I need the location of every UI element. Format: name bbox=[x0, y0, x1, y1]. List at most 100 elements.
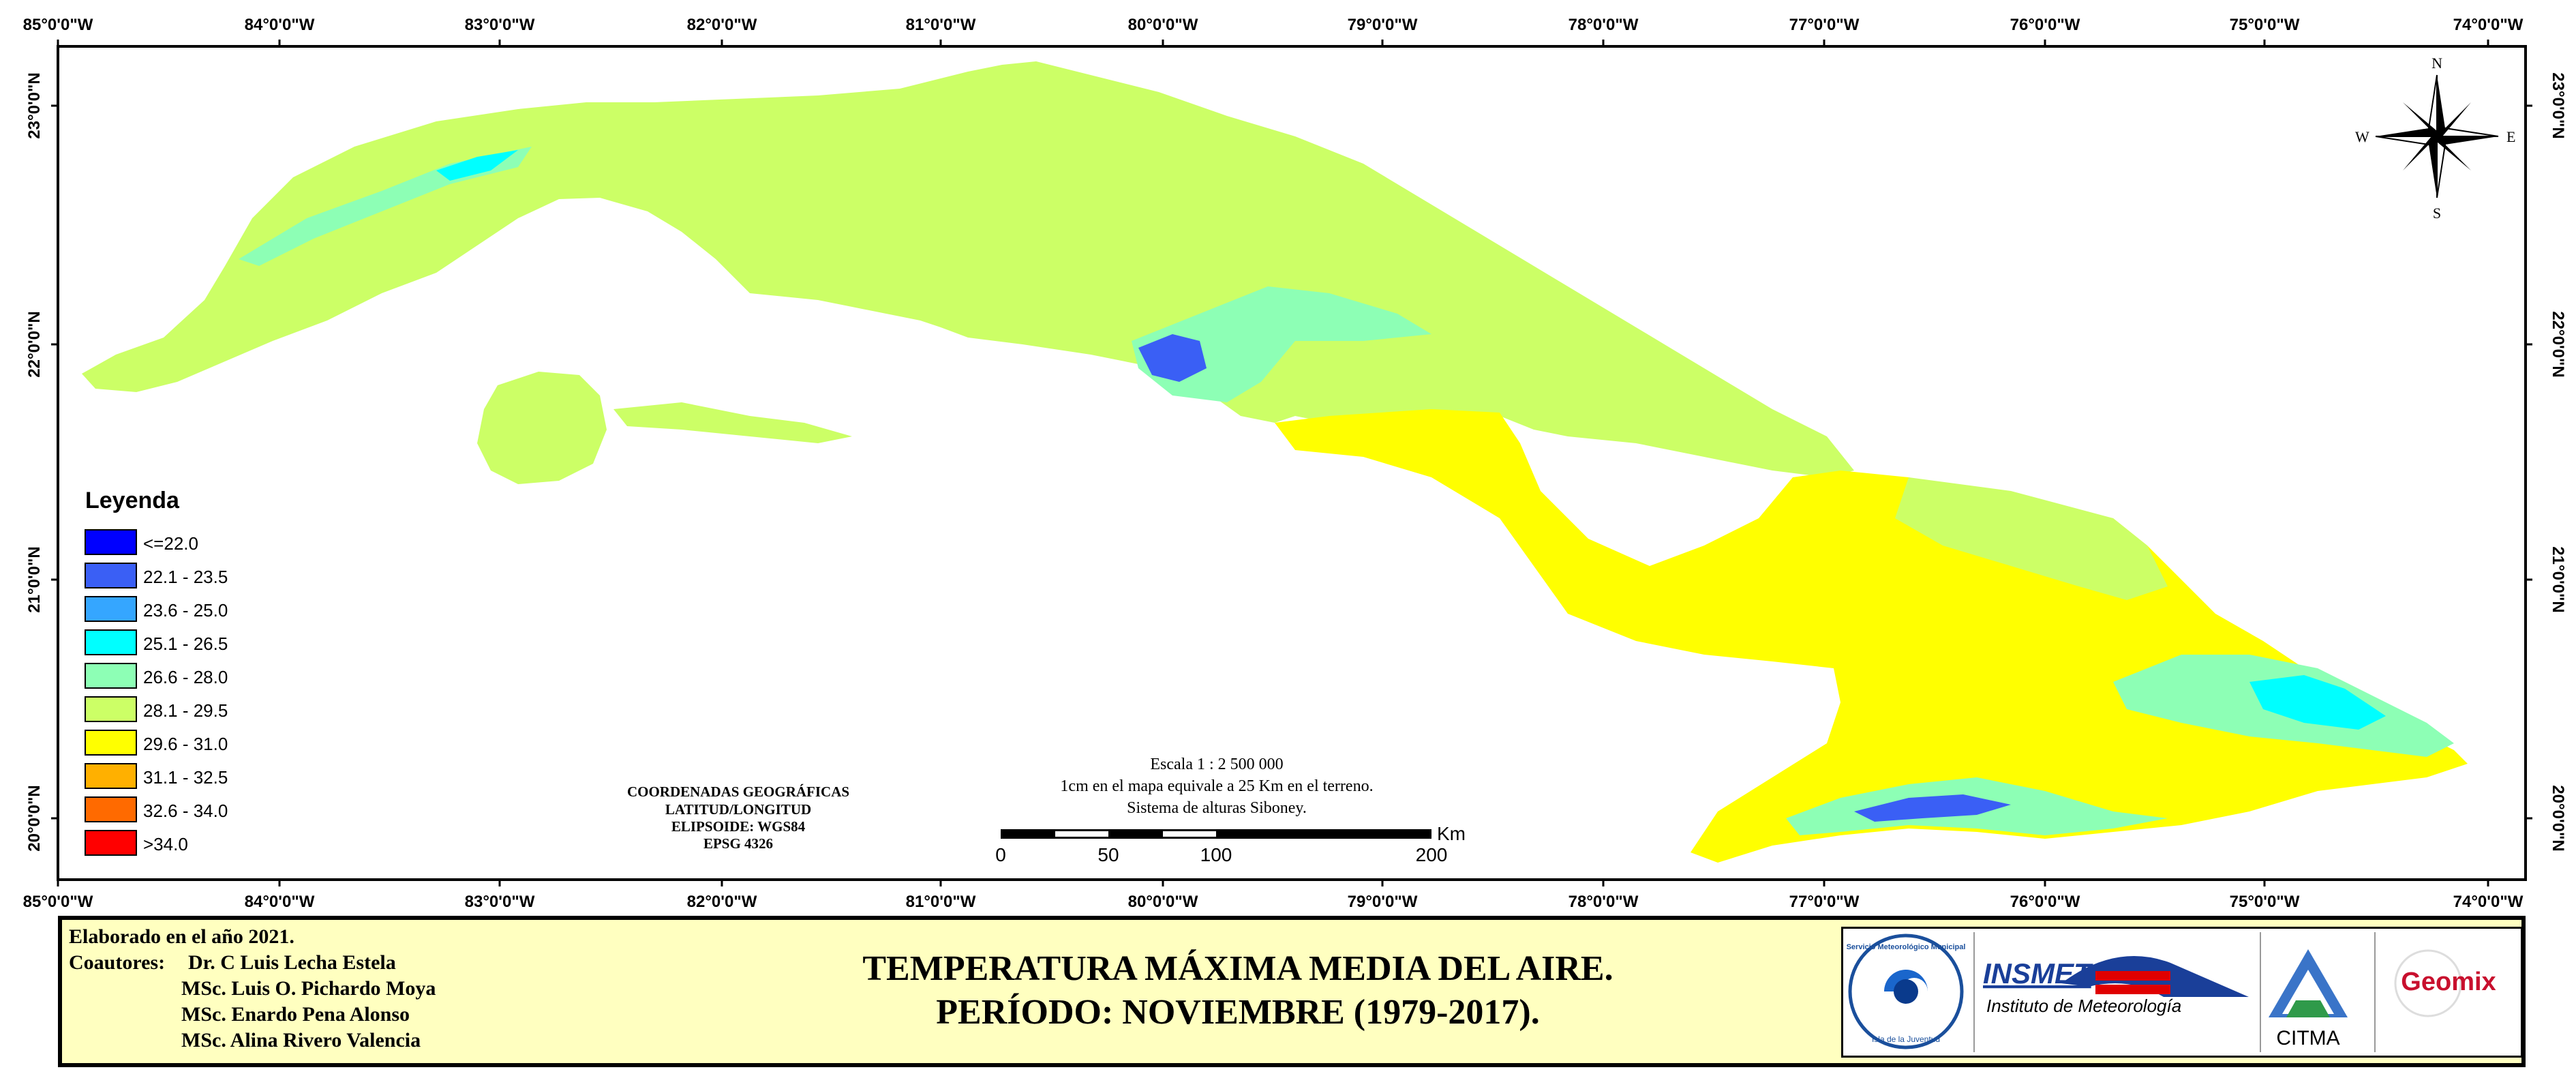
lon-label: 77°0'0"W bbox=[1789, 16, 1860, 34]
lon-label: 81°0'0"W bbox=[906, 893, 976, 911]
lat-label: 23°0'0"N bbox=[2549, 72, 2567, 138]
legend-swatch bbox=[85, 763, 137, 789]
lon-label: 77°0'0"W bbox=[1789, 893, 1860, 911]
scale-tick: 0 bbox=[995, 844, 1006, 865]
footer-made: Elaborado en el año 2021. bbox=[69, 925, 294, 948]
lat-labels-right: 23°0'0"N 22°0'0"N 21°0'0"N 20°0'0"N bbox=[2549, 72, 2567, 851]
legend-label: 31.1 - 32.5 bbox=[143, 767, 228, 788]
lat-label: 22°0'0"N bbox=[25, 311, 44, 377]
scale-block: Escala 1 : 2 500 000 1cm en el mapa equi… bbox=[1060, 756, 1373, 817]
temp-zone-22-sierra-maestra bbox=[1854, 794, 2011, 822]
lon-label: 83°0'0"W bbox=[465, 893, 535, 911]
lon-labels-bottom: 85°0'0"W 84°0'0"W 83°0'0"W 82°0'0"W 81°0… bbox=[23, 893, 2524, 911]
compass-rose-icon: N S E W bbox=[2355, 55, 2515, 222]
lon-label: 79°0'0"W bbox=[1348, 16, 1418, 34]
island-western bbox=[82, 61, 1854, 477]
legend-label: 28.1 - 29.5 bbox=[143, 700, 228, 721]
lon-label: 82°0'0"W bbox=[687, 893, 757, 911]
temp-zone-23-25-east-mountains bbox=[2249, 675, 2386, 730]
scale-line: 1cm en el mapa equivale a 25 Km en el te… bbox=[1060, 777, 1373, 795]
scale-line: Escala 1 : 2 500 000 bbox=[1150, 756, 1283, 773]
lon-label: 80°0'0"W bbox=[1128, 16, 1198, 34]
lat-label: 22°0'0"N bbox=[2549, 311, 2567, 377]
legend-swatch bbox=[85, 529, 137, 555]
legend-swatch bbox=[85, 596, 137, 622]
legend-label: >34.0 bbox=[143, 834, 188, 854]
lon-labels-top: 85°0'0"W 84°0'0"W 83°0'0"W 82°0'0"W 81°0… bbox=[23, 16, 2524, 34]
lon-label: 83°0'0"W bbox=[465, 16, 535, 34]
footer-author: Dr. C Luis Lecha Estela bbox=[188, 951, 396, 974]
lon-label: 85°0'0"W bbox=[23, 16, 93, 34]
cays-south bbox=[613, 402, 852, 443]
lat-label: 20°0'0"N bbox=[2549, 785, 2567, 851]
scale-line: Sistema de alturas Siboney. bbox=[1127, 799, 1307, 817]
coord-line: LATITUD/LONGITUD bbox=[665, 801, 811, 818]
lon-label: 78°0'0"W bbox=[1569, 893, 1639, 911]
lon-label: 85°0'0"W bbox=[23, 893, 93, 911]
scale-tick: 200 bbox=[1416, 844, 1448, 865]
coord-line: ELIPSOIDE: WGS84 bbox=[671, 818, 806, 835]
legend-label: 32.6 - 34.0 bbox=[143, 801, 228, 821]
geomix-text: Geomix bbox=[2401, 968, 2496, 996]
lon-label: 84°0'0"W bbox=[245, 16, 315, 34]
coord-line: COORDENADAS GEOGRÁFICAS bbox=[627, 784, 849, 800]
legend-swatch bbox=[85, 830, 137, 856]
coord-line: EPSG 4326 bbox=[703, 835, 773, 852]
map-title: TEMPERATURA MÁXIMA MEDIA DEL AIRE. PERÍO… bbox=[778, 947, 1698, 1034]
legend-swatch bbox=[85, 629, 137, 655]
geomix-logo-icon: Geomix bbox=[2394, 949, 2496, 1017]
insmet-text: INSMET bbox=[1983, 957, 2093, 989]
lon-label: 76°0'0"W bbox=[2010, 16, 2080, 34]
lat-label: 21°0'0"N bbox=[25, 546, 44, 612]
footer-panel: Elaborado en el año 2021. Coautores: Dr.… bbox=[58, 916, 2526, 1067]
smm-ring-text: Servicio Meteorológico Municipal bbox=[1847, 943, 1966, 951]
legend-label: 25.1 - 26.5 bbox=[143, 633, 228, 654]
smm-logo-icon: Servicio Meteorológico Municipal Isla de… bbox=[1847, 934, 1966, 1049]
legend-swatch bbox=[85, 563, 137, 588]
scale-tick: 100 bbox=[1200, 844, 1232, 865]
temp-zone-22-23-escambray bbox=[1138, 334, 1207, 382]
footer-coauthors-label: Coautores: bbox=[69, 951, 166, 974]
footer-author: MSc. Enardo Pena Alonso bbox=[181, 1003, 410, 1026]
citma-logo-icon: CITMA bbox=[2269, 949, 2348, 1049]
temp-zone-29-31 bbox=[1275, 409, 2468, 863]
legend-swatch bbox=[85, 730, 137, 756]
lat-label: 21°0'0"N bbox=[2549, 546, 2567, 612]
logo-strip: Servicio Meteorológico Municipal Isla de… bbox=[1841, 927, 2523, 1058]
map-title-line2: PERÍODO: NOVIEMBRE (1979-2017). bbox=[936, 993, 1540, 1032]
insmet-logo-icon: INSMET Instituto de Meteorología bbox=[1983, 956, 2249, 1016]
lat-label: 23°0'0"N bbox=[25, 72, 44, 138]
lon-label: 78°0'0"W bbox=[1569, 16, 1639, 34]
lon-label: 74°0'0"W bbox=[2453, 893, 2524, 911]
lon-label: 81°0'0"W bbox=[906, 16, 976, 34]
lon-label: 74°0'0"W bbox=[2453, 16, 2524, 34]
lon-label: 79°0'0"W bbox=[1348, 893, 1418, 911]
map-title-line1: TEMPERATURA MÁXIMA MEDIA DEL AIRE. bbox=[862, 949, 1613, 988]
lat-label: 20°0'0"N bbox=[25, 785, 44, 851]
lon-label: 75°0'0"W bbox=[2230, 893, 2300, 911]
temp-zone-28-29-east bbox=[1895, 477, 2168, 600]
legend-swatch bbox=[85, 663, 137, 689]
legend-swatch bbox=[85, 796, 137, 822]
citma-text: CITMA bbox=[2276, 1027, 2339, 1049]
temp-zone-25-26-west bbox=[436, 150, 518, 181]
coordinate-info: COORDENADAS GEOGRÁFICAS LATITUD/LONGITUD… bbox=[627, 784, 849, 852]
lon-label: 82°0'0"W bbox=[687, 16, 757, 34]
scale-tick: 50 bbox=[1097, 844, 1119, 865]
legend-label: 29.6 - 31.0 bbox=[143, 734, 228, 754]
compass-e: E bbox=[2506, 128, 2515, 145]
temp-zone-26-28-escambray bbox=[1132, 286, 1431, 402]
footer-author: MSc. Alina Rivero Valencia bbox=[181, 1029, 421, 1051]
legend-title: Leyenda bbox=[85, 488, 180, 513]
scale-unit: Km bbox=[1437, 823, 1466, 844]
legend-label: <=22.0 bbox=[143, 533, 198, 554]
tick-marks bbox=[51, 40, 2532, 886]
compass-s: S bbox=[2433, 205, 2441, 222]
compass-w: W bbox=[2355, 128, 2369, 145]
legend-label: 23.6 - 25.0 bbox=[143, 600, 228, 621]
compass-n: N bbox=[2431, 55, 2442, 72]
scale-bar: Km 0 50 100 200 bbox=[995, 823, 1466, 865]
footer-author: MSc. Luis O. Pichardo Moya bbox=[181, 977, 436, 1000]
lon-label: 80°0'0"W bbox=[1128, 893, 1198, 911]
